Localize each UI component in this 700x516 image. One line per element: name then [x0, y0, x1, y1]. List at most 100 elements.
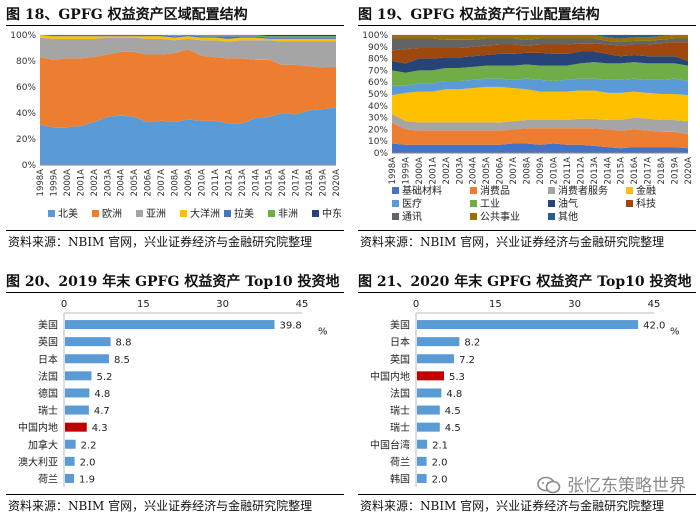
bar: [417, 320, 639, 330]
category-label: 法国: [390, 387, 410, 400]
x-tick-label: 2005A: [130, 169, 140, 197]
category-label: 韩国: [390, 472, 410, 485]
area-series-6: [392, 51, 688, 73]
legend-swatch: [548, 200, 555, 207]
value-label: 4.8: [446, 389, 462, 400]
legend-swatch: [470, 187, 477, 194]
x-tick-label: 2017A: [644, 157, 654, 185]
x-tick-label: 45: [648, 299, 661, 310]
area-series-5: [392, 62, 688, 86]
x-tick-label: 2014A: [251, 169, 261, 197]
y-tick-label: 0%: [374, 149, 389, 159]
category-label: 中国内地: [370, 370, 410, 383]
area-series-4: [392, 78, 688, 96]
value-label: 5.2: [97, 372, 113, 383]
bar: [417, 473, 427, 483]
chart18-source-rule: [6, 230, 344, 231]
x-tick-label: 2016A: [630, 157, 640, 185]
legend-label: 公共事业: [480, 210, 520, 223]
bar: [65, 405, 89, 415]
x-tick-label: 0: [61, 299, 67, 310]
legend-label: 消费品: [480, 184, 510, 197]
category-label: 中国内地: [18, 421, 58, 434]
x-tick-label: 2007A: [157, 169, 167, 197]
x-tick-label: 2003A: [103, 169, 113, 197]
x-tick-label: 2002A: [90, 169, 100, 197]
legend-swatch: [470, 213, 477, 220]
value-label: 4.5: [445, 406, 461, 417]
x-tick-label: 2004A: [469, 157, 479, 185]
x-tick-label: 2002A: [442, 157, 452, 185]
chart19-title: 图 19、GPFG 权益资产行业配置结构: [358, 7, 600, 23]
legend-label: 基础材料: [402, 184, 442, 197]
chart18-area-chart: 0% 20% 40% 60% 80% 100% 1998A 1999A 2000A 2001A 20…: [10, 31, 342, 220]
x-tick-label: 1999A: [401, 157, 411, 185]
legend-label: 拉美: [234, 207, 254, 220]
bar: [417, 354, 455, 364]
category-label: 美国: [38, 319, 58, 332]
legend-swatch: [92, 210, 99, 217]
x-tick-label: 2018A: [305, 169, 315, 197]
x-tick-label: 2001A: [76, 169, 86, 197]
category-label: 中国台湾: [370, 438, 410, 451]
y-tick-label: 80%: [368, 55, 388, 65]
chart18-source: 资料来源：NBIM 官网，兴业证券经济与金融研究院整理: [8, 235, 313, 249]
value-label: 2.1: [432, 440, 448, 451]
bar: [417, 371, 445, 381]
bar: [417, 422, 440, 432]
chart18-title-rule: [6, 25, 344, 26]
y-tick-label: 60%: [368, 78, 388, 88]
y-tick-label: 0%: [22, 161, 37, 171]
area-series-5: [40, 35, 336, 38]
x-tick-label: 1998A: [388, 157, 398, 185]
watermark-text: 张忆东策略世界: [567, 476, 686, 496]
legend-swatch: [548, 213, 555, 220]
value-label: 42.0: [643, 321, 665, 332]
chart19-title-rule: [358, 25, 696, 26]
legend-label: 医疗: [402, 197, 422, 210]
legend-label: 金融: [636, 184, 656, 197]
area-series-3: [40, 35, 336, 42]
unit-label: %: [670, 327, 680, 338]
chart20-title: 图 20、2019 年末 GPFG 权益资产 Top10 投资地: [6, 274, 340, 290]
x-tick-label: 2020A: [332, 169, 342, 197]
y-tick-label: 10%: [368, 137, 388, 147]
x-tick-label: 2010A: [549, 157, 559, 185]
legend-swatch: [136, 210, 143, 217]
value-label: 1.9: [79, 474, 95, 485]
chart20-title-rule: [6, 292, 344, 293]
value-label: 4.8: [94, 389, 110, 400]
value-label: 8.2: [464, 338, 480, 349]
bar: [417, 456, 427, 466]
legend-label: 北美: [58, 207, 78, 220]
x-tick-label: 2015A: [617, 157, 627, 185]
watermark: 张忆东策略世界: [537, 471, 686, 496]
y-tick-label: 70%: [368, 66, 388, 76]
legend-label: 亚洲: [146, 208, 166, 220]
y-tick-label: 90%: [368, 43, 388, 53]
x-tick-label: 2019A: [319, 169, 329, 197]
chart19-source: 资料来源：NBIM 官网，兴业证券经济与金融研究院整理: [360, 235, 665, 249]
category-label: 瑞士: [38, 404, 58, 417]
x-tick-label: 2012A: [576, 157, 586, 185]
area-series-2: [40, 37, 336, 68]
x-tick-label: 2012A: [224, 169, 234, 197]
unit-label: %: [318, 327, 328, 338]
value-label: 4.5: [445, 423, 461, 434]
legend-swatch: [548, 187, 555, 194]
x-tick-label: 2003A: [455, 157, 465, 185]
chart21-source-rule: [358, 494, 696, 495]
x-tick-label: 1998A: [36, 169, 46, 197]
area-series-6: [40, 35, 336, 37]
chart21-bar-chart: 0 15 30 45 美国 42.0 日本 8.2 英国 7.2 中国内地 5.3 法国 4.8 瑞士 4.5…: [370, 299, 680, 487]
bar: [65, 473, 75, 483]
legend-label: 通讯: [402, 211, 422, 223]
area-series-3: [392, 86, 688, 123]
bar: [417, 439, 428, 449]
x-tick-label: 2005A: [482, 157, 492, 185]
legend-label: 非洲: [278, 208, 298, 220]
x-tick-label: 2010A: [197, 169, 207, 197]
bar: [65, 388, 90, 398]
x-tick-label: 2017A: [292, 169, 302, 197]
value-label: 2.0: [80, 457, 96, 468]
